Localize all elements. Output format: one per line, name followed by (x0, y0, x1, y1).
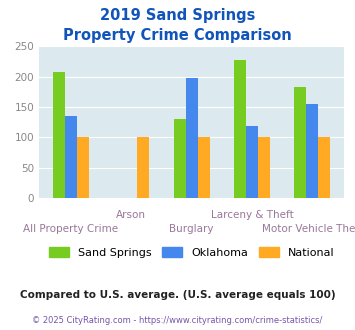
Bar (186, 78, 198, 198)
Bar (234, 59, 246, 198)
Bar (246, 126, 258, 198)
Bar (53, 72, 65, 198)
Text: All Property Crime: All Property Crime (23, 224, 119, 234)
Text: © 2025 CityRating.com - https://www.cityrating.com/crime-statistics/: © 2025 CityRating.com - https://www.city… (32, 316, 323, 325)
Bar (294, 87, 306, 198)
Legend: Sand Springs, Oklahoma, National: Sand Springs, Oklahoma, National (44, 243, 339, 262)
Text: Motor Vehicle Theft: Motor Vehicle Theft (262, 224, 355, 234)
Text: Compared to U.S. average. (U.S. average equals 100): Compared to U.S. average. (U.S. average … (20, 290, 335, 300)
Bar (77, 137, 89, 198)
Text: Larceny & Theft: Larceny & Theft (211, 210, 294, 220)
Bar (198, 137, 210, 198)
Text: Arson: Arson (116, 210, 146, 220)
Bar (318, 137, 331, 198)
Bar (65, 116, 77, 198)
Bar (258, 137, 270, 198)
Text: Property Crime Comparison: Property Crime Comparison (63, 28, 292, 43)
Bar (174, 119, 186, 198)
Text: 2019 Sand Springs: 2019 Sand Springs (100, 8, 255, 23)
Bar (137, 137, 149, 198)
Text: Burglary: Burglary (169, 224, 214, 234)
Bar (306, 105, 318, 198)
